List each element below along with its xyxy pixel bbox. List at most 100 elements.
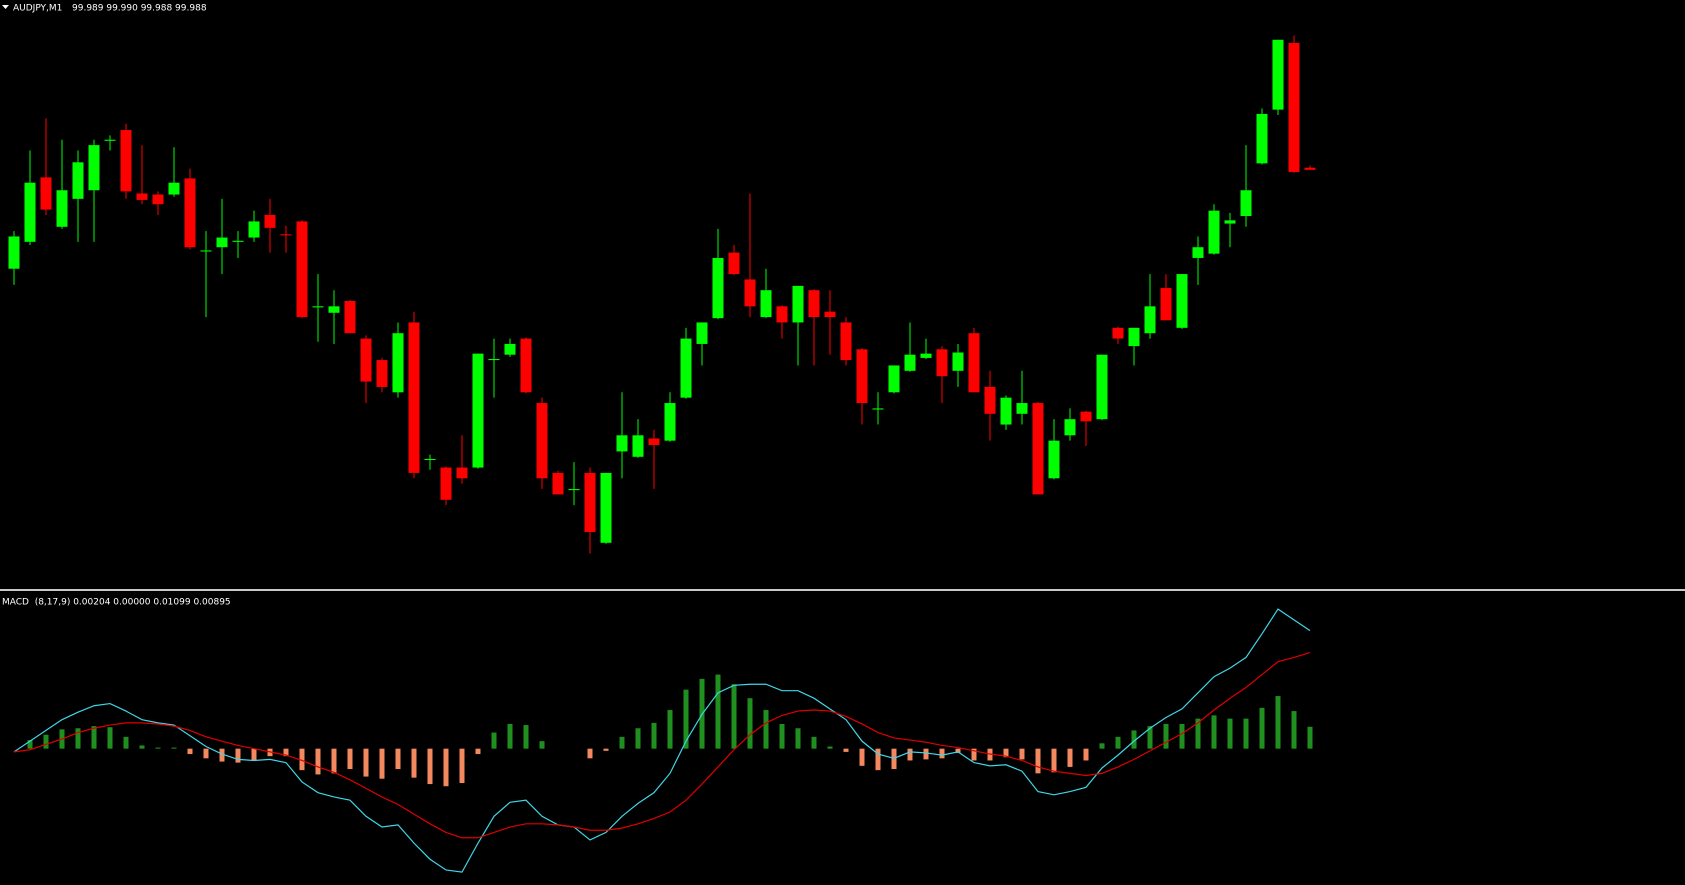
candle-body [808, 290, 820, 318]
histogram-bar [187, 748, 193, 755]
candle-body [24, 182, 36, 242]
histogram-bar [1115, 736, 1121, 749]
histogram-bar [171, 747, 177, 749]
histogram-bar [123, 736, 129, 749]
candle-body [1144, 306, 1156, 334]
candle-body [952, 352, 964, 371]
histogram-bar [1195, 718, 1201, 749]
candle-body [472, 353, 484, 468]
candle-body [760, 290, 772, 318]
candle-body [88, 145, 100, 191]
menu-arrow[interactable] [2, 5, 9, 9]
histogram-bar [1179, 723, 1185, 749]
histogram-bar [443, 748, 449, 787]
candle-body [520, 338, 532, 393]
histogram-bar [1163, 723, 1169, 749]
histogram-bar [283, 748, 289, 757]
candle-body [968, 333, 980, 393]
candle-body [200, 250, 212, 252]
candle-body [568, 489, 580, 491]
histogram-bar [139, 745, 145, 749]
candle-body [184, 178, 196, 248]
candle-body [664, 403, 676, 441]
histogram-bar [907, 748, 913, 761]
candle-body [616, 435, 628, 452]
histogram-bar [251, 748, 257, 761]
histogram-bar [939, 748, 945, 759]
histogram-bar [75, 728, 81, 749]
candle-body [680, 338, 692, 398]
histogram-bar [1307, 726, 1313, 749]
macd-line [13, 652, 1311, 839]
histogram-bar [651, 722, 657, 749]
histogram-bar [1131, 730, 1137, 749]
histogram-bar [827, 746, 833, 749]
candle-body [392, 333, 404, 393]
histogram-bar [363, 748, 369, 777]
histogram-bar [427, 748, 433, 785]
histogram-bar [1147, 726, 1153, 749]
candle-body [152, 194, 164, 205]
histogram-bar [523, 725, 529, 749]
candle-body [1032, 403, 1044, 495]
candle-body [1160, 288, 1172, 321]
candle-body [888, 365, 900, 393]
histogram-bar [875, 748, 881, 771]
candle-body [904, 354, 916, 371]
candle-body [248, 221, 260, 238]
candle-body [1272, 39, 1284, 110]
candle-body [648, 438, 660, 445]
histogram-bar [539, 741, 545, 749]
histogram-bar [587, 748, 593, 759]
histogram-bar [747, 698, 753, 749]
candle-body [328, 306, 340, 313]
histogram-bar [955, 748, 961, 753]
candle-body [728, 252, 740, 275]
histogram-bar [379, 748, 385, 779]
candle-body [936, 349, 948, 377]
histogram-bar [731, 684, 737, 749]
symbol-title: AUDJPY,M1 [13, 4, 62, 14]
candle-body [168, 182, 180, 195]
histogram-bar [843, 748, 849, 752]
candle-body [8, 236, 20, 269]
histogram-bar [811, 736, 817, 749]
candle-body [712, 257, 724, 319]
candle-body [1080, 411, 1092, 422]
histogram-bar [1051, 748, 1057, 773]
histogram-bar [347, 748, 353, 770]
candle-body [1000, 397, 1012, 425]
candle-body [136, 193, 148, 200]
histogram-bar [1259, 707, 1265, 749]
histogram-bar [619, 736, 625, 749]
candle-body [424, 458, 436, 461]
histogram-bar [107, 727, 113, 749]
candle-body [232, 240, 244, 242]
candle-body [1128, 327, 1140, 347]
candle-body [1064, 419, 1076, 436]
candle-body [376, 360, 388, 387]
candle-body [632, 435, 644, 457]
candle-body [120, 130, 132, 192]
candle-body [296, 221, 308, 318]
candle-body [1192, 247, 1204, 258]
candle-body [776, 306, 788, 323]
histogram-bar [27, 740, 33, 749]
candle-body [1304, 167, 1316, 170]
candle-body [312, 306, 324, 308]
histogram-bar [923, 748, 929, 760]
candle-body [504, 343, 516, 355]
histogram-bar [1019, 748, 1025, 760]
histogram-bar [1035, 748, 1041, 774]
histogram-bar [331, 748, 337, 774]
candle-body [984, 386, 996, 414]
candle-body [1048, 440, 1060, 479]
candle-body [1208, 210, 1220, 254]
candle-body [1016, 403, 1028, 414]
candle-body [440, 467, 452, 500]
histogram-bar [315, 748, 321, 775]
candle-body [744, 279, 756, 307]
histogram-bar [411, 748, 417, 778]
histogram-bar [507, 723, 513, 749]
